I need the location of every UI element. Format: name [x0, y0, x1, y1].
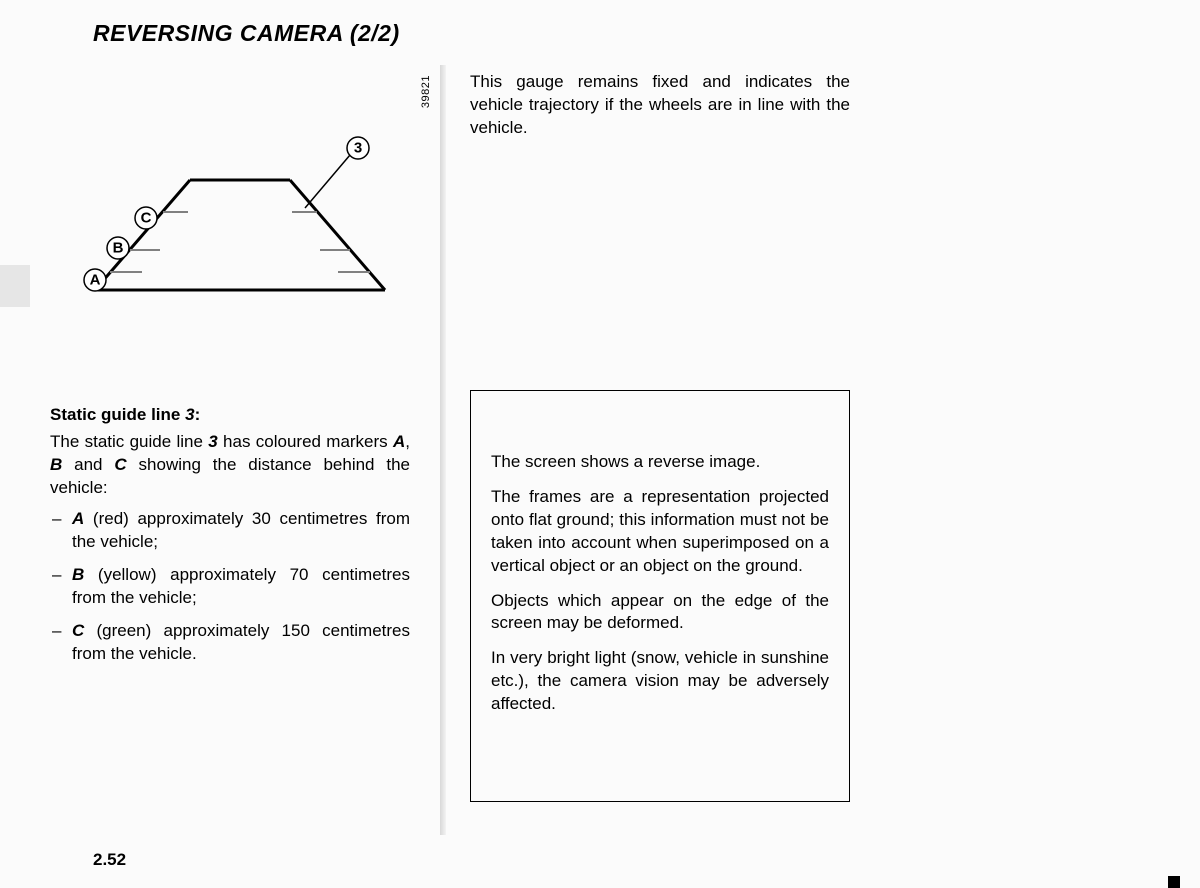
left-column: 39821 A — [50, 65, 410, 675]
diagram-id-label: 39821 — [420, 75, 432, 108]
gauge-description: This gauge remains fixed and indicates t… — [470, 71, 850, 140]
diagram-label-a: A — [90, 272, 101, 289]
crop-mark-icon — [1168, 876, 1180, 888]
content-columns: 39821 A — [50, 65, 1150, 802]
camera-gauge-svg: A B C 3 — [70, 120, 410, 320]
page-content: REVERSING CAMERA (2/2) 39821 — [50, 20, 1150, 802]
info-box-text: The screen shows a reverse image. — [491, 451, 829, 474]
column-divider — [440, 65, 446, 835]
list-item: B (yellow) approximately 70 centimetres … — [50, 564, 410, 610]
diagram-label-3: 3 — [354, 140, 362, 157]
info-box-text: The frames are a representation projecte… — [491, 486, 829, 578]
guide-line-diagram: 39821 A — [60, 65, 420, 365]
list-item: A (red) approximately 30 centimetres fro… — [50, 508, 410, 554]
side-tab — [0, 265, 30, 307]
diagram-label-c: C — [141, 210, 152, 227]
static-guide-intro: The static guide line 3 has coloured mar… — [50, 431, 410, 500]
marker-list: A (red) approximately 30 centimetres fro… — [50, 508, 410, 666]
page-number: 2.52 — [93, 850, 126, 870]
page-title: REVERSING CAMERA (2/2) — [93, 20, 1150, 47]
diagram-label-b: B — [113, 240, 124, 257]
info-box-text: In very bright light (snow, vehicle in s… — [491, 647, 829, 716]
right-column: This gauge remains fixed and indicates t… — [470, 65, 850, 802]
list-item: C (green) approximately 150 centimetres … — [50, 620, 410, 666]
info-box-text: Objects which appear on the edge of the … — [491, 590, 829, 636]
static-guide-subhead: Static guide line 3: — [50, 405, 410, 425]
info-box: The screen shows a reverse image. The fr… — [470, 390, 850, 802]
